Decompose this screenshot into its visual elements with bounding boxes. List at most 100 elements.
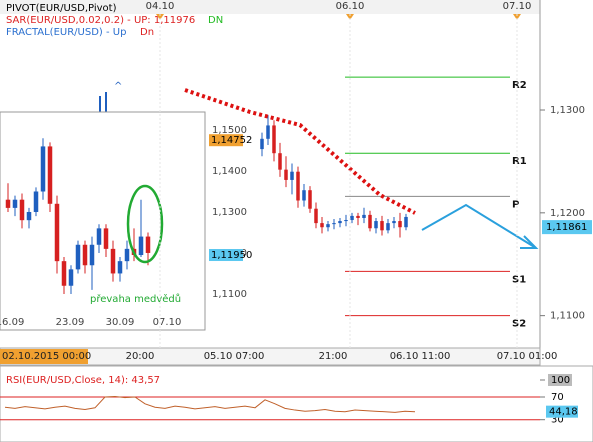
inset-y-label: 1,1500 (212, 125, 247, 136)
legend-fractal-dn: Dn (140, 27, 154, 38)
top-date: 04.10 (146, 1, 175, 12)
candle-body (82, 244, 88, 266)
candle-body (326, 224, 330, 228)
y-tick-label: 1,1100 (550, 311, 585, 322)
candle-body (296, 171, 300, 201)
price-tag (209, 249, 243, 262)
highlight-ellipse (126, 184, 164, 264)
x-tick-label: 07.10 01:00 (497, 351, 558, 362)
inset-panel (0, 111, 206, 331)
candle-body (398, 221, 402, 228)
pivot-label: P (512, 199, 519, 210)
last-price-label: 1,11861 (546, 222, 587, 233)
inset-y-label: 1,1100 (212, 289, 247, 300)
y-tick-label: 1,1300 (550, 105, 585, 116)
candle-body (368, 214, 372, 229)
candle-body (33, 191, 39, 212)
candle-body (386, 223, 390, 231)
pivot-label: S1 (512, 274, 526, 285)
candle-body (356, 215, 360, 218)
annotation: převaha medvědů (90, 293, 181, 305)
x-tick-label: 05.10 07:00 (204, 351, 265, 362)
price-tag-label: 1,14752 (211, 135, 252, 146)
main-chart: 1,1300 1,1200 1,1100 R2 R1 P S1 S2 1,11861 02.10.… (0, 76, 592, 364)
candle-body (26, 211, 32, 221)
rsi-tick-label: 30 (551, 415, 564, 426)
candle-body (47, 146, 53, 204)
candle-body (124, 248, 130, 262)
candle-body (320, 223, 324, 228)
candle-body (145, 236, 151, 253)
candle-body (19, 199, 25, 221)
arrow-head (520, 235, 539, 249)
inset-x-label: 23.09 (56, 317, 85, 328)
candle-body (332, 223, 336, 225)
candle-body (40, 146, 46, 192)
candle-body (338, 221, 342, 224)
candle-body (404, 216, 408, 228)
legend-sar-dn: DN (208, 15, 223, 26)
candle-body (314, 208, 318, 224)
legend-sar: SAR(EUR/USD,0.02,0.2) - UP: 1,11976 (6, 15, 195, 26)
rsi-line (4, 395, 416, 413)
candle-body (308, 190, 312, 209)
inset-y-label: 1,1300 (212, 207, 247, 218)
candle-body (61, 261, 67, 286)
date-marker (346, 14, 354, 20)
candle-body (117, 261, 123, 274)
top-strip (0, 0, 540, 14)
candle-body (5, 199, 11, 208)
inset-x-label: 07.10 (153, 317, 182, 328)
date-marker (513, 14, 521, 20)
candle-body (278, 153, 282, 170)
candle-body (89, 244, 95, 266)
candle-body (392, 221, 396, 224)
price-tag (209, 134, 243, 147)
fractal-up: ^ (114, 81, 122, 92)
x-tick-label: 20:00 (126, 351, 155, 362)
time-highlight (0, 349, 88, 364)
pivot-label: S2 (512, 319, 526, 330)
candle-body (260, 138, 264, 150)
y-tick-label: 1,1200 (550, 208, 585, 219)
last-price-box (542, 220, 592, 235)
legend-pivot: PIVOT(EUR/USD,Pivot) (6, 3, 117, 14)
inset-x-label: 30.09 (106, 317, 135, 328)
candle-body (362, 214, 366, 218)
candle-body (138, 236, 144, 256)
pivot-label: R1 (512, 156, 527, 167)
candle-body (302, 190, 306, 201)
rsi-title: RSI(EUR/USD,Close, 14): 43,57 (6, 375, 160, 386)
time-axis (0, 347, 541, 366)
candle-body (75, 244, 81, 270)
candle-body (103, 228, 109, 249)
candle-body (284, 169, 288, 180)
rsi-tick-box (548, 373, 572, 386)
candle-body (110, 248, 116, 274)
candle-body (96, 228, 102, 245)
x-tick-label: 02.10.2015 00:00 (2, 351, 91, 362)
rsi-tick-label: 100 (551, 375, 570, 386)
price-tag-label: 1,11950 (211, 250, 252, 261)
forecast-arrow (421, 203, 537, 249)
x-tick-label: 21:00 (319, 351, 348, 362)
candle-body (68, 269, 74, 286)
rsi-last-label: 44,18 (549, 407, 578, 418)
candle-body (266, 125, 270, 139)
x-tick-label: 06.10 11:00 (390, 351, 451, 362)
date-marker (156, 14, 164, 20)
candle-body (272, 125, 276, 154)
top-date: 06.10 (336, 1, 365, 12)
pivot-label: R2 (512, 80, 527, 91)
candle-body (54, 203, 60, 262)
candle-body (290, 171, 294, 180)
inset-x-label: 16.09 (0, 317, 24, 328)
rsi-last-box (546, 405, 578, 418)
candle-body (350, 215, 354, 221)
legend-fractal: FRACTAL(EUR/USD) - Up (6, 27, 126, 38)
inset-y-label: 1,1400 (212, 166, 247, 177)
sar-trend (184, 88, 416, 215)
candle-body (380, 221, 384, 231)
